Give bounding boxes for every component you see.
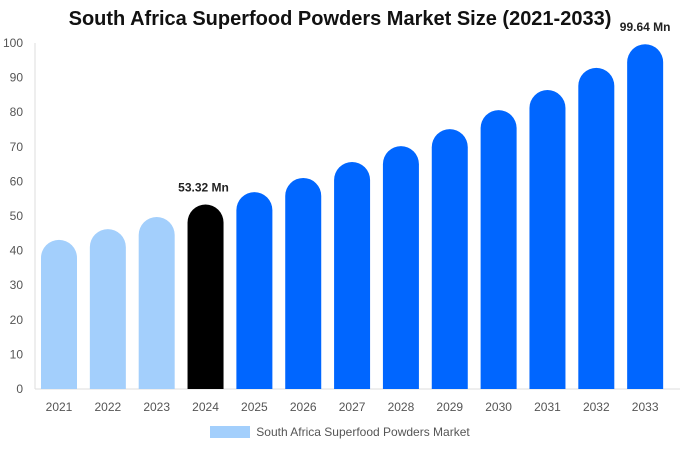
legend-swatch (210, 426, 251, 438)
x-tick-label: 2032 (583, 400, 610, 414)
bar-2031 (529, 90, 566, 390)
bar-2030 (480, 110, 517, 389)
x-tick-label: 2030 (485, 400, 512, 414)
x-tick-label: 2029 (436, 400, 463, 414)
bar-2028 (382, 146, 419, 389)
x-tick-label: 2025 (241, 400, 268, 414)
x-tick-label: 2033 (632, 400, 659, 414)
y-tick-label: 30 (10, 278, 24, 292)
chart-title: South Africa Superfood Powders Market Si… (68, 8, 612, 30)
y-tick-label: 50 (10, 209, 24, 223)
bar-2027 (334, 162, 371, 389)
bar-2025 (236, 192, 273, 389)
y-tick-label: 10 (10, 347, 24, 361)
data-label-2024: 53.32 Mn (178, 181, 229, 195)
x-tick-label: 2027 (339, 400, 366, 414)
x-tick-label: 2021 (46, 400, 73, 414)
y-tick-label: 60 (10, 174, 24, 188)
x-tick-label: 2026 (290, 400, 317, 414)
bar-2026 (285, 177, 322, 389)
legend-label: South Africa Superfood Powders Market (256, 425, 470, 439)
data-label-2033: 99.64 Mn (620, 20, 671, 34)
x-tick-label: 2024 (192, 400, 219, 414)
legend: South Africa Superfood Powders Market (0, 425, 680, 439)
x-tick-label: 2028 (388, 400, 415, 414)
bar-2032 (578, 67, 615, 390)
y-tick-label: 40 (10, 244, 24, 258)
bar-2029 (431, 129, 468, 390)
x-tick-label: 2031 (534, 400, 561, 414)
y-tick-label: 90 (10, 71, 24, 85)
y-tick-label: 0 (16, 382, 23, 396)
bar-2024 (187, 204, 224, 389)
x-tick-label: 2023 (143, 400, 170, 414)
bar-2022 (89, 229, 126, 389)
y-tick-label: 100 (3, 36, 23, 50)
bar-2033 (627, 44, 664, 389)
y-tick-label: 20 (10, 313, 24, 327)
bar-2021 (41, 239, 77, 389)
x-tick-label: 2022 (94, 400, 121, 414)
bar-2023 (138, 217, 175, 389)
y-tick-label: 70 (10, 140, 24, 154)
y-tick-label: 80 (10, 105, 24, 119)
